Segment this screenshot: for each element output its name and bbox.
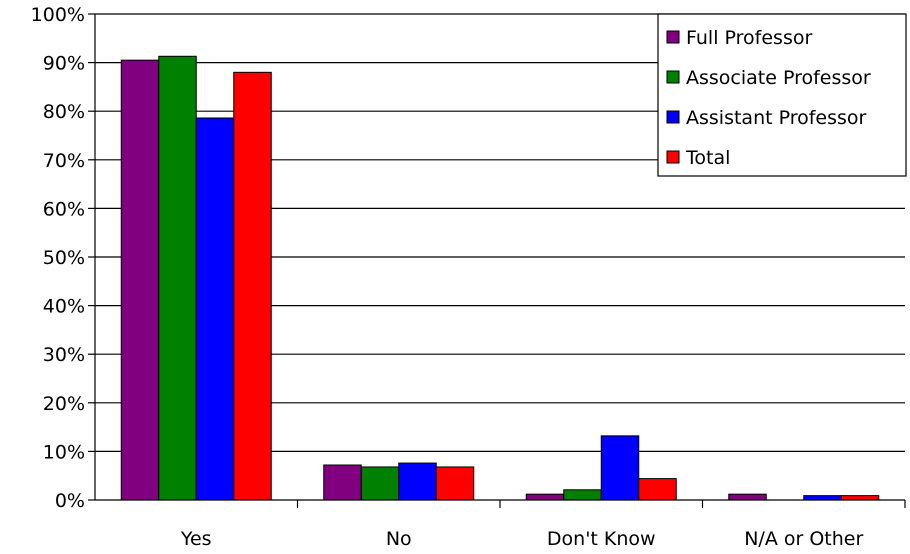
y-tick-label: 60%: [43, 198, 85, 220]
bar-total-0: [233, 71, 272, 501]
x-tick-label: Yes: [180, 528, 212, 550]
y-tick-label: 70%: [43, 150, 85, 172]
legend-swatch: [666, 110, 680, 124]
y-tick-label: 30%: [43, 344, 85, 366]
legend-box: [657, 13, 907, 177]
bar-total-3: [840, 495, 880, 501]
bar-assistant-professor-1: [398, 462, 437, 501]
legend: Full Professor Associate Professor Assista…: [657, 13, 907, 177]
bar-full-professor-1: [323, 464, 362, 501]
legend-swatch: [666, 30, 680, 44]
bar-associate-professor-1: [360, 466, 400, 501]
legend-label: Associate Professor: [686, 67, 871, 89]
bar-total-2: [638, 478, 677, 501]
x-tick-label: Don't Know: [547, 528, 656, 550]
legend-swatch: [666, 70, 680, 84]
bar-total-1: [435, 466, 475, 501]
y-tick-label: 80%: [43, 101, 85, 123]
y-tick-labels: 0% 10% 20% 30% 40% 50% 60% 70% 80% 90% 100%: [31, 4, 85, 512]
y-tick-label: 100%: [31, 4, 85, 26]
x-tick-label: No: [386, 528, 412, 550]
legend-label: Total: [685, 147, 730, 169]
legend-label: Assistant Professor: [686, 107, 867, 129]
bar-assistant-professor-3: [803, 495, 842, 501]
y-tick-label: 10%: [43, 441, 85, 463]
x-tick-labels: Yes No Don't Know N/A or Other: [180, 528, 864, 550]
bar-assistant-professor-0: [195, 117, 235, 501]
y-tick-label: 90%: [43, 53, 85, 75]
y-tick-label: 40%: [43, 296, 85, 318]
bar-full-professor-0: [120, 59, 160, 501]
legend-label: Full Professor: [686, 27, 812, 49]
y-tick-label: 50%: [43, 247, 85, 269]
bar-full-professor-2: [525, 493, 565, 501]
bar-assistant-professor-2: [600, 435, 640, 501]
x-tick-label: N/A or Other: [744, 528, 863, 550]
axes: [88, 13, 906, 508]
bar-associate-professor-2: [563, 489, 602, 501]
legend-swatch: [666, 150, 680, 164]
bar-associate-professor-0: [158, 55, 197, 501]
bar-full-professor-3: [728, 493, 767, 501]
y-tick-label: 0%: [55, 490, 85, 512]
y-tick-label: 20%: [43, 393, 85, 415]
